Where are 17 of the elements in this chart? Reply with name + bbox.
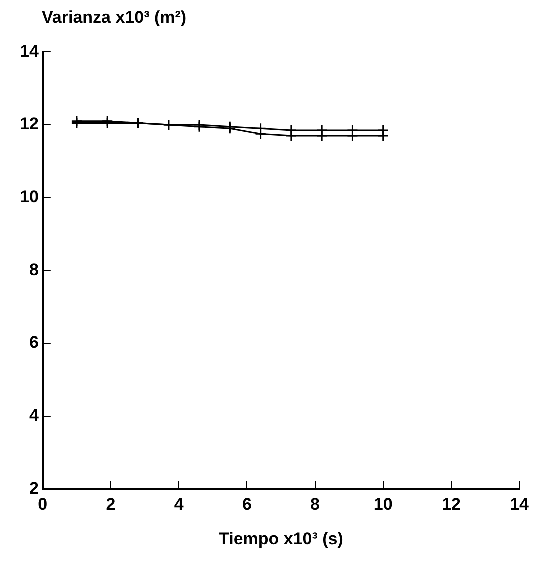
y-axis-title: Varianza x10³ (m²) — [42, 8, 188, 29]
x-tick-label: 8 — [310, 495, 320, 514]
x-axis-title: Tiempo x10³ (s) — [219, 529, 344, 548]
y-tick-label: 6 — [29, 333, 39, 352]
y-tick-label: 2 — [29, 478, 39, 498]
x-tick-label: 14 — [510, 495, 530, 514]
y-tick-label: 10 — [20, 188, 39, 207]
x-tick-label: 4 — [174, 495, 184, 514]
y-tick-label: 12 — [20, 114, 39, 134]
x-tick-label: 0 — [38, 495, 48, 514]
x-tick-label: 10 — [374, 495, 393, 514]
x-tick-label: 6 — [242, 495, 252, 514]
x-tick-label: 2 — [106, 495, 116, 514]
y-tick-label: 14 — [20, 42, 40, 61]
y-tick-label: 4 — [29, 406, 40, 426]
x-tick-label: 12 — [442, 495, 461, 514]
y-tick-label: 8 — [29, 260, 39, 280]
